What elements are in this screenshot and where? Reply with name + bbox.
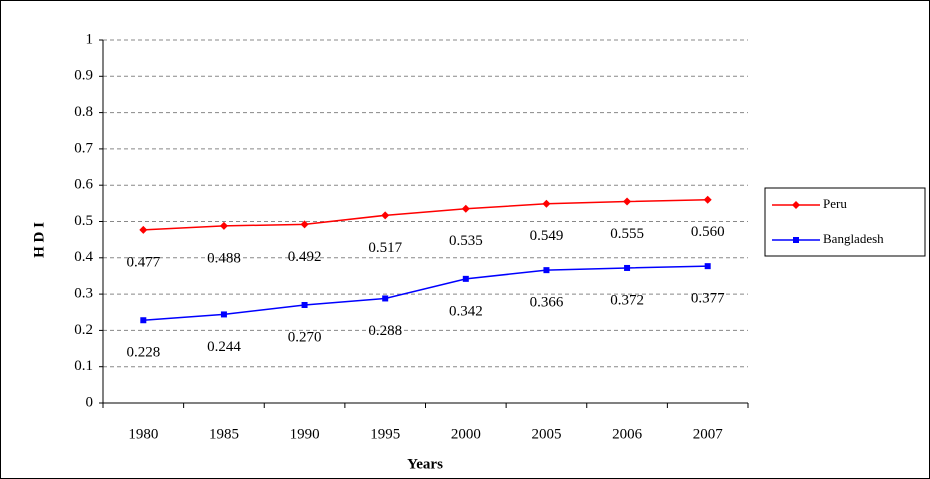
y-axis-label: H D I: [31, 222, 47, 258]
data-point: [703, 195, 712, 204]
data-point: [139, 225, 148, 234]
data-label: 0.366: [530, 295, 564, 311]
x-tick-label: 1995: [370, 426, 400, 442]
data-point: [382, 295, 389, 302]
data-point: [219, 221, 228, 230]
data-point: [543, 267, 550, 274]
legend-label: Peru: [823, 196, 847, 211]
data-label: 0.270: [288, 329, 322, 345]
x-tick-label: 1980: [128, 426, 158, 442]
x-tick-label: 2005: [531, 426, 561, 442]
x-tick-label: 2006: [612, 426, 643, 442]
data-label: 0.288: [368, 323, 402, 339]
data-label: 0.555: [610, 226, 644, 242]
y-tick-label: 0: [86, 394, 94, 410]
data-label: 0.342: [449, 303, 483, 319]
data-label: 0.228: [126, 345, 160, 361]
x-tick-label: 2000: [451, 426, 481, 442]
data-point: [300, 220, 309, 229]
data-point: [381, 211, 390, 220]
data-point: [542, 199, 551, 208]
y-tick-label: 0.5: [74, 213, 93, 229]
series-line: [143, 198, 708, 231]
data-point: [140, 317, 147, 324]
legend-box: [764, 187, 926, 257]
y-tick-label: 0.8: [74, 104, 93, 120]
data-label: 0.549: [530, 228, 564, 244]
y-tick-label: 0.7: [74, 140, 93, 156]
y-tick-label: 0.2: [74, 322, 93, 338]
data-point: [461, 204, 470, 213]
data-label: 0.535: [449, 233, 483, 249]
series-line: [143, 265, 708, 321]
data-point: [462, 275, 469, 282]
y-tick-label: 1: [86, 31, 94, 47]
data-label: 0.372: [610, 292, 644, 308]
x-tick-label: 2007: [693, 426, 724, 442]
y-tick-label: 0.4: [74, 249, 93, 265]
legend-marker: [793, 237, 799, 243]
data-label: 0.560: [691, 224, 725, 240]
data-label: 0.244: [207, 339, 241, 355]
data-label: 0.377: [691, 291, 725, 307]
y-tick-label: 0.9: [74, 68, 93, 84]
y-tick-label: 0.6: [74, 177, 93, 193]
data-label: 0.492: [288, 249, 322, 265]
data-point: [623, 197, 632, 206]
y-tick-label: 0.1: [74, 358, 93, 374]
data-label: 0.517: [368, 240, 402, 256]
data-point: [220, 311, 227, 318]
y-tick-label: 0.3: [74, 286, 93, 302]
data-point: [704, 263, 711, 270]
legend-marker: [792, 201, 800, 209]
legend-label: Bangladesh: [823, 231, 884, 246]
data-label: 0.488: [207, 250, 241, 266]
data-point: [624, 264, 631, 271]
x-axis-label: Years: [407, 456, 443, 472]
x-tick-label: 1985: [209, 426, 239, 442]
data-point: [301, 301, 308, 308]
x-tick-label: 1990: [290, 426, 320, 442]
data-label: 0.477: [126, 254, 160, 270]
